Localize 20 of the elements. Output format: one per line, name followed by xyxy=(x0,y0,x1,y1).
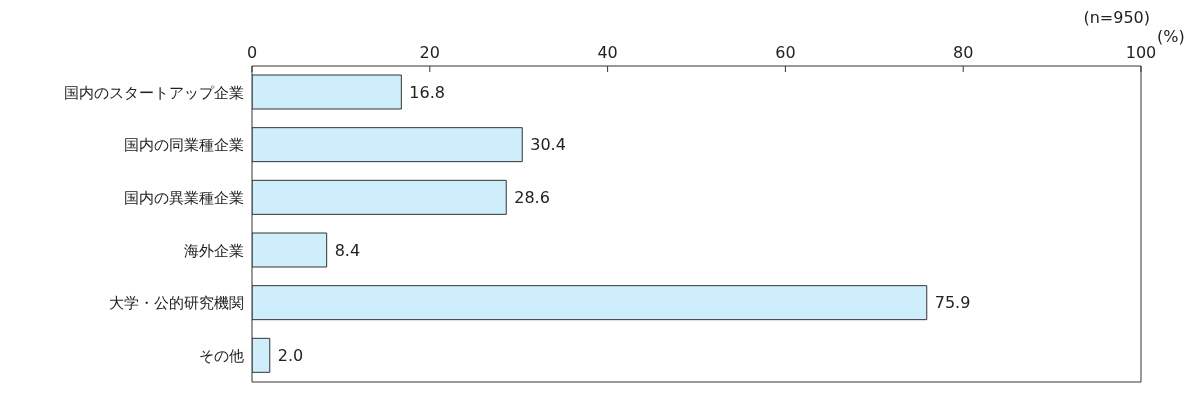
y-tick-label: 国内の異業種企業 xyxy=(124,188,244,207)
data-label: 2.0 xyxy=(277,345,304,365)
y-tick-label: 国内の同業種企業 xyxy=(124,136,244,155)
y-tick-label: 大学・公的研究機関 xyxy=(109,294,244,313)
data-label: 8.4 xyxy=(334,240,361,260)
data-label: 75.9 xyxy=(934,293,971,313)
x-tick-label: 40 xyxy=(597,43,618,62)
data-label: 16.8 xyxy=(409,82,445,102)
x-axis-title: (%) xyxy=(1157,26,1185,46)
x-tick-label: 100 xyxy=(1125,43,1157,62)
x-tick-label: 80 xyxy=(953,43,974,62)
y-tick-label: 国内のスタートアップ企業 xyxy=(64,83,244,102)
y-tick-label: 海外企業 xyxy=(184,241,244,260)
data-label: 30.4 xyxy=(530,135,566,155)
data-label: 28.6 xyxy=(514,187,550,207)
x-tick-label: 60 xyxy=(775,43,796,62)
text: (n=950) xyxy=(1083,8,1150,27)
x-tick-label: 0 xyxy=(246,43,258,62)
y-tick-label: その他 xyxy=(199,346,244,365)
x-tick-label: 20 xyxy=(419,43,440,62)
